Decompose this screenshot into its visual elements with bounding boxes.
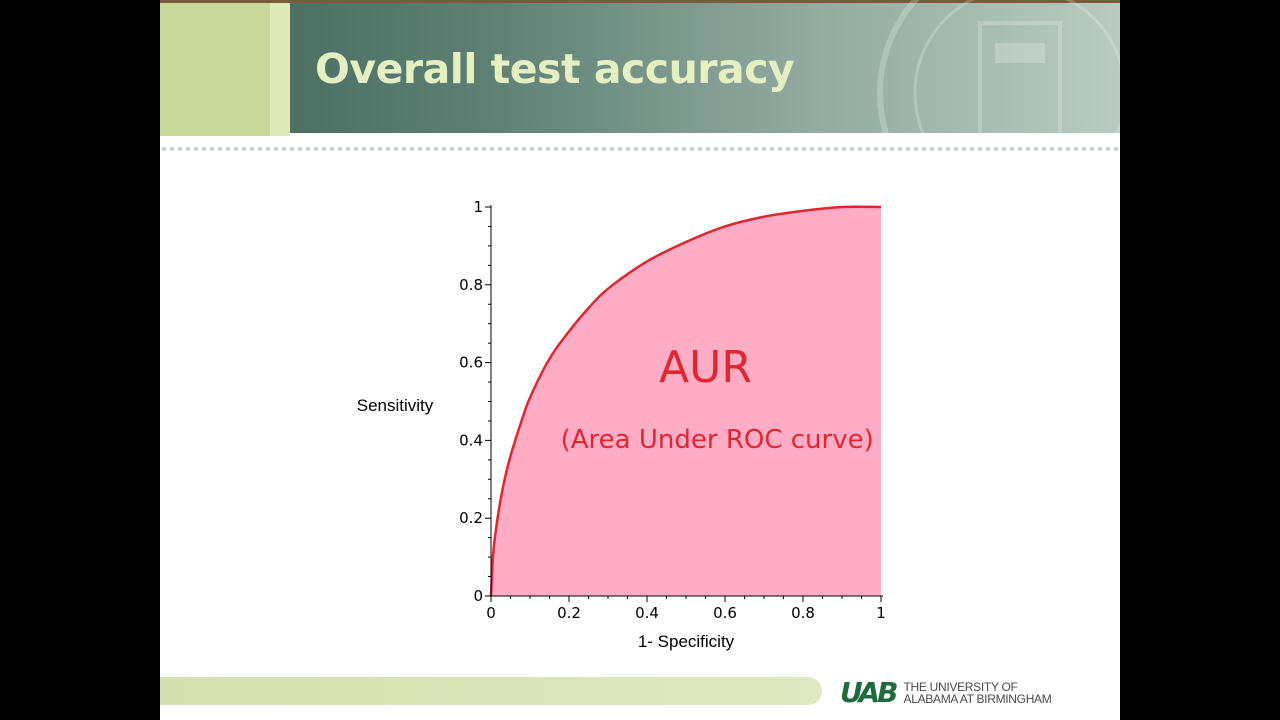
x-tick-label: 0 xyxy=(486,604,496,622)
aur-description: (Area Under ROC curve) xyxy=(561,425,874,455)
y-tick-label: 1 xyxy=(473,198,483,216)
y-tick-label: 0.8 xyxy=(459,276,483,294)
footer-bar xyxy=(160,677,822,705)
roc-chart: 0 0.2 0.4 0.6 0.8 1 0 0.2 0.4 0.6 0.8 1 1- Specific… xyxy=(357,198,886,651)
slide: Overall test accuracy 0 0.2 0.4 0.6 0.8 1 0 0.2… xyxy=(160,0,1120,720)
x-tick-label: 1 xyxy=(876,604,886,622)
slide-header: Overall test accuracy xyxy=(160,0,1120,236)
header-accent-bar xyxy=(160,3,270,136)
dotted-divider xyxy=(160,146,1120,152)
auc-area xyxy=(491,206,881,596)
y-axis-label: Sensitivity xyxy=(357,396,434,415)
y-tick-label: 0.6 xyxy=(459,354,483,372)
y-tick-label: 0 xyxy=(473,587,483,605)
roc-curve xyxy=(489,205,882,597)
x-axis-label: 1- Specificity xyxy=(638,632,735,651)
header-accent-stripe xyxy=(270,3,290,136)
x-tick-label: 0.6 xyxy=(713,604,737,622)
university-logo: UAB THE UNIVERSITY OF ALABAMA AT BIRMING… xyxy=(840,676,1052,709)
chart-annotations: AUR (Area Under ROC curve) xyxy=(561,342,874,455)
uab-logo-mark: UAB xyxy=(840,676,898,709)
uab-logo-line1: THE UNIVERSITY OF xyxy=(903,680,1018,694)
uab-logo-text: THE UNIVERSITY OF ALABAMA AT BIRMINGHAM xyxy=(904,681,1052,705)
page-title: Overall test accuracy xyxy=(315,45,795,93)
aur-label: AUR xyxy=(659,342,752,393)
university-seal-icon xyxy=(877,0,1120,236)
chart-ticks: 0 0.2 0.4 0.6 0.8 1 0 0.2 0.4 0.6 0.8 1 xyxy=(459,198,886,622)
x-tick-label: 0.4 xyxy=(635,604,659,622)
x-tick-label: 0.2 xyxy=(557,604,581,622)
uab-logo-line2: ALABAMA AT BIRMINGHAM xyxy=(903,692,1052,706)
chart-axes xyxy=(490,205,883,597)
x-tick-label: 0.8 xyxy=(791,604,815,622)
y-tick-label: 0.2 xyxy=(459,509,483,527)
y-tick-label: 0.4 xyxy=(459,431,483,449)
